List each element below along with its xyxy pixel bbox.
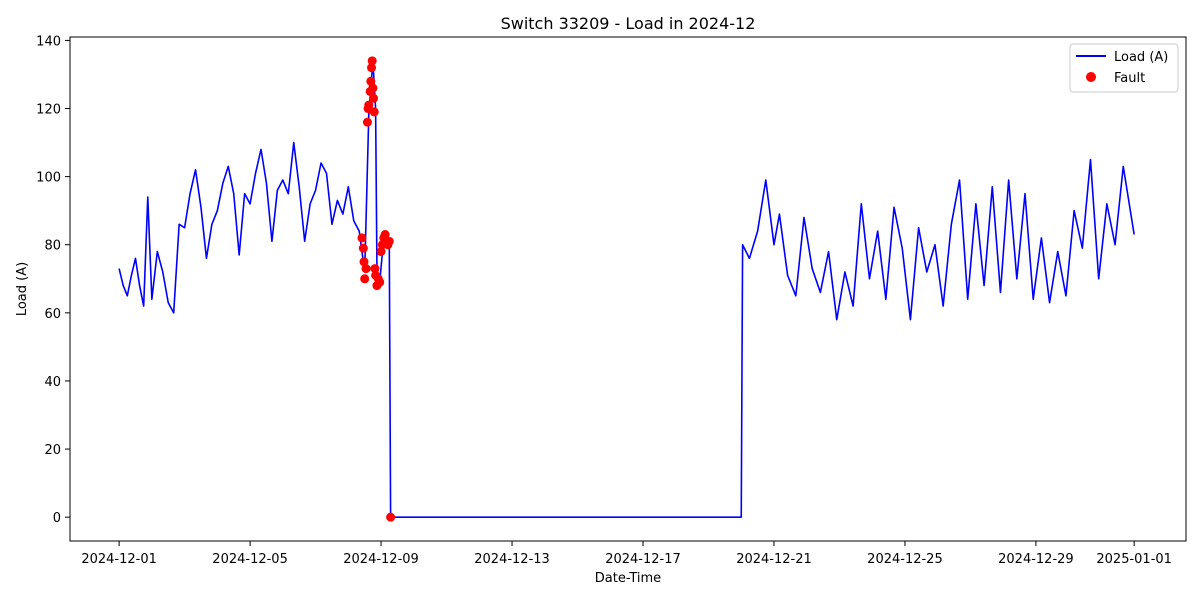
x-axis-label: Date-Time: [595, 571, 661, 586]
fault-point: [367, 56, 377, 66]
x-axis: 2024-12-01 2024-12-05 2024-12-09 2024-12-13…: [81, 541, 1172, 567]
fault-point: [376, 247, 386, 257]
fault-point: [368, 83, 378, 93]
y-tick-label: 140: [36, 34, 61, 49]
legend-label-load: Load (A): [1114, 50, 1168, 65]
fault-point: [366, 76, 376, 86]
fault-point: [359, 257, 369, 267]
fault-point: [367, 63, 377, 73]
x-tick-label: 2024-12-21: [736, 552, 812, 567]
y-tick-label: 120: [36, 103, 61, 118]
fault-point: [370, 264, 380, 274]
x-tick-label: 2024-12-05: [212, 552, 288, 567]
y-tick-label: 0: [53, 511, 61, 526]
y-tick-label: 20: [44, 443, 61, 458]
y-tick-label: 80: [44, 239, 61, 254]
y-axis-label: Load (A): [15, 262, 30, 316]
legend: Load (A) Fault: [1069, 43, 1179, 93]
y-tick-label: 100: [36, 171, 61, 186]
fault-point: [369, 93, 379, 103]
x-tick-label: 2024-12-29: [998, 552, 1074, 567]
axes-frame: [69, 36, 1187, 542]
fault-point: [362, 117, 372, 127]
x-tick-label: 2025-01-01: [1096, 552, 1172, 567]
legend-label-fault: Fault: [1114, 71, 1145, 86]
plot-area: [118, 56, 1135, 522]
x-tick-label: 2024-12-09: [343, 552, 419, 567]
x-tick-label: 2024-12-01: [81, 552, 157, 567]
fault-point: [369, 107, 379, 117]
legend-fault-swatch: [1086, 72, 1096, 82]
y-tick-label: 60: [44, 307, 61, 322]
fault-point: [360, 274, 370, 284]
y-axis: 0 20 40 60 80 100 120 140: [36, 34, 70, 526]
x-tick-label: 2024-12-13: [474, 552, 550, 567]
fault-point: [386, 512, 396, 522]
fault-point: [364, 100, 374, 110]
y-tick-label: 40: [44, 375, 61, 390]
x-tick-label: 2024-12-25: [867, 552, 943, 567]
x-tick-label: 2024-12-17: [605, 552, 681, 567]
fault-point: [380, 230, 390, 240]
fault-point: [357, 233, 367, 243]
fault-point: [375, 277, 385, 287]
fault-point: [361, 264, 371, 274]
chart-title: Switch 33209 - Load in 2024-12: [501, 14, 756, 33]
fault-point: [358, 243, 368, 253]
fault-point: [384, 236, 394, 246]
